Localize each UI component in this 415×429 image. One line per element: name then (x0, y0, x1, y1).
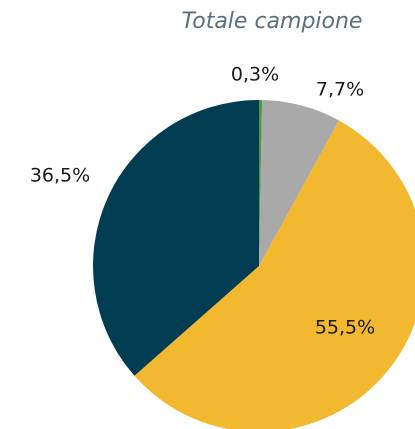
pie-slice (134, 120, 415, 429)
data-label: 55,5% (315, 317, 375, 339)
pie-slice (259, 100, 339, 267)
data-label: 0,3% (231, 64, 279, 86)
pie-slice (93, 100, 260, 376)
data-label: 7,7% (316, 79, 364, 101)
pie-slice (259, 100, 263, 266)
data-label: 36,5% (30, 165, 90, 187)
chart-title: Totale campione (182, 9, 363, 34)
